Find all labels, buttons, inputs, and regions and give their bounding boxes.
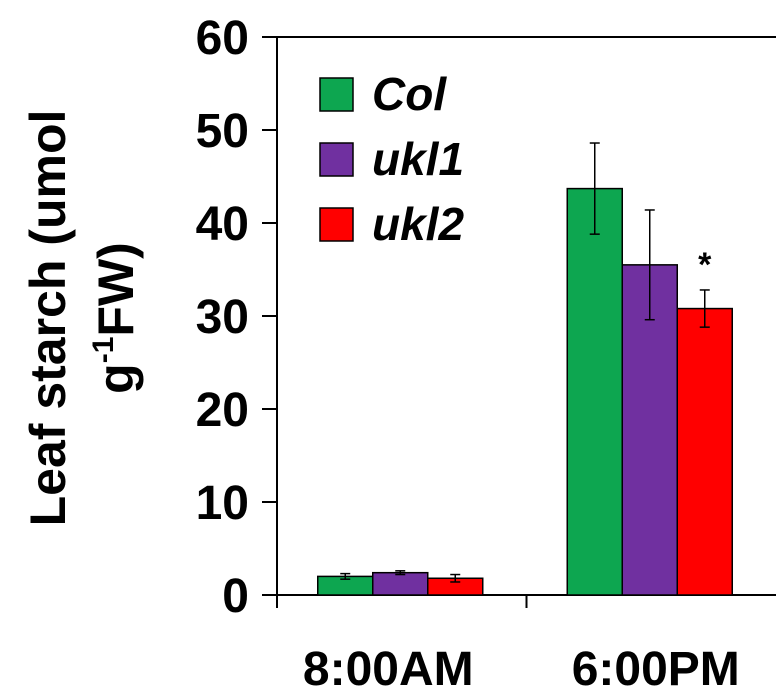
category-label-8:00AM: 8:00AM bbox=[303, 643, 474, 695]
category-label-6:00PM: 6:00PM bbox=[572, 643, 740, 695]
annotations: * bbox=[698, 246, 712, 284]
y-tick-label-20: 20 bbox=[196, 384, 249, 437]
y-tick-label-60: 60 bbox=[196, 12, 249, 65]
significance-asterisk: * bbox=[698, 246, 712, 284]
category-labels: 8:00AM 6:00PM bbox=[303, 643, 740, 695]
x-ticks bbox=[276, 595, 528, 608]
legend: Col ukl1 ukl2 bbox=[319, 68, 464, 250]
y-axis-title-superscript: -1 bbox=[87, 337, 120, 364]
bar-ukl1-8:00AM bbox=[372, 571, 429, 596]
error-bars bbox=[340, 142, 710, 583]
legend-label-ukl1: ukl1 bbox=[372, 133, 464, 185]
error-bar-ukl1-8:00AM bbox=[395, 570, 406, 576]
legend-swatch-ukl1 bbox=[319, 142, 354, 177]
y-axis-title-line2: g-1FW) bbox=[87, 242, 144, 394]
bar-ukl2-6:00PM bbox=[676, 307, 733, 596]
bar-Col-6:00PM bbox=[566, 187, 623, 596]
bars bbox=[317, 187, 733, 596]
error-bar-Col-6:00PM bbox=[589, 142, 600, 235]
legend-swatch-Col bbox=[319, 77, 354, 112]
y-axis-title-line1: Leaf starch (umol bbox=[20, 110, 76, 527]
y-ticks: 0 10 20 30 40 50 60 bbox=[196, 12, 277, 623]
y-tick-label-0: 0 bbox=[222, 570, 249, 623]
error-bar-ukl2-8:00AM bbox=[450, 573, 461, 583]
error-bar-ukl2-6:00PM bbox=[699, 289, 710, 328]
y-tick-label-50: 50 bbox=[196, 105, 249, 158]
y-axis-title: Leaf starch (umol g-1FW) bbox=[20, 110, 144, 527]
y-axis-title-unit-fw: FW) bbox=[88, 242, 144, 336]
y-axis-title-unit-g: g bbox=[88, 363, 144, 394]
legend-label-ukl2: ukl2 bbox=[372, 198, 464, 250]
y-tick-label-10: 10 bbox=[196, 477, 249, 530]
error-bar-ukl1-6:00PM bbox=[644, 209, 655, 321]
error-bar-Col-8:00AM bbox=[340, 572, 351, 580]
legend-swatch-ukl2 bbox=[319, 207, 354, 242]
legend-label-Col: Col bbox=[372, 68, 447, 120]
y-tick-label-30: 30 bbox=[196, 291, 249, 344]
y-tick-label-40: 40 bbox=[196, 198, 249, 251]
